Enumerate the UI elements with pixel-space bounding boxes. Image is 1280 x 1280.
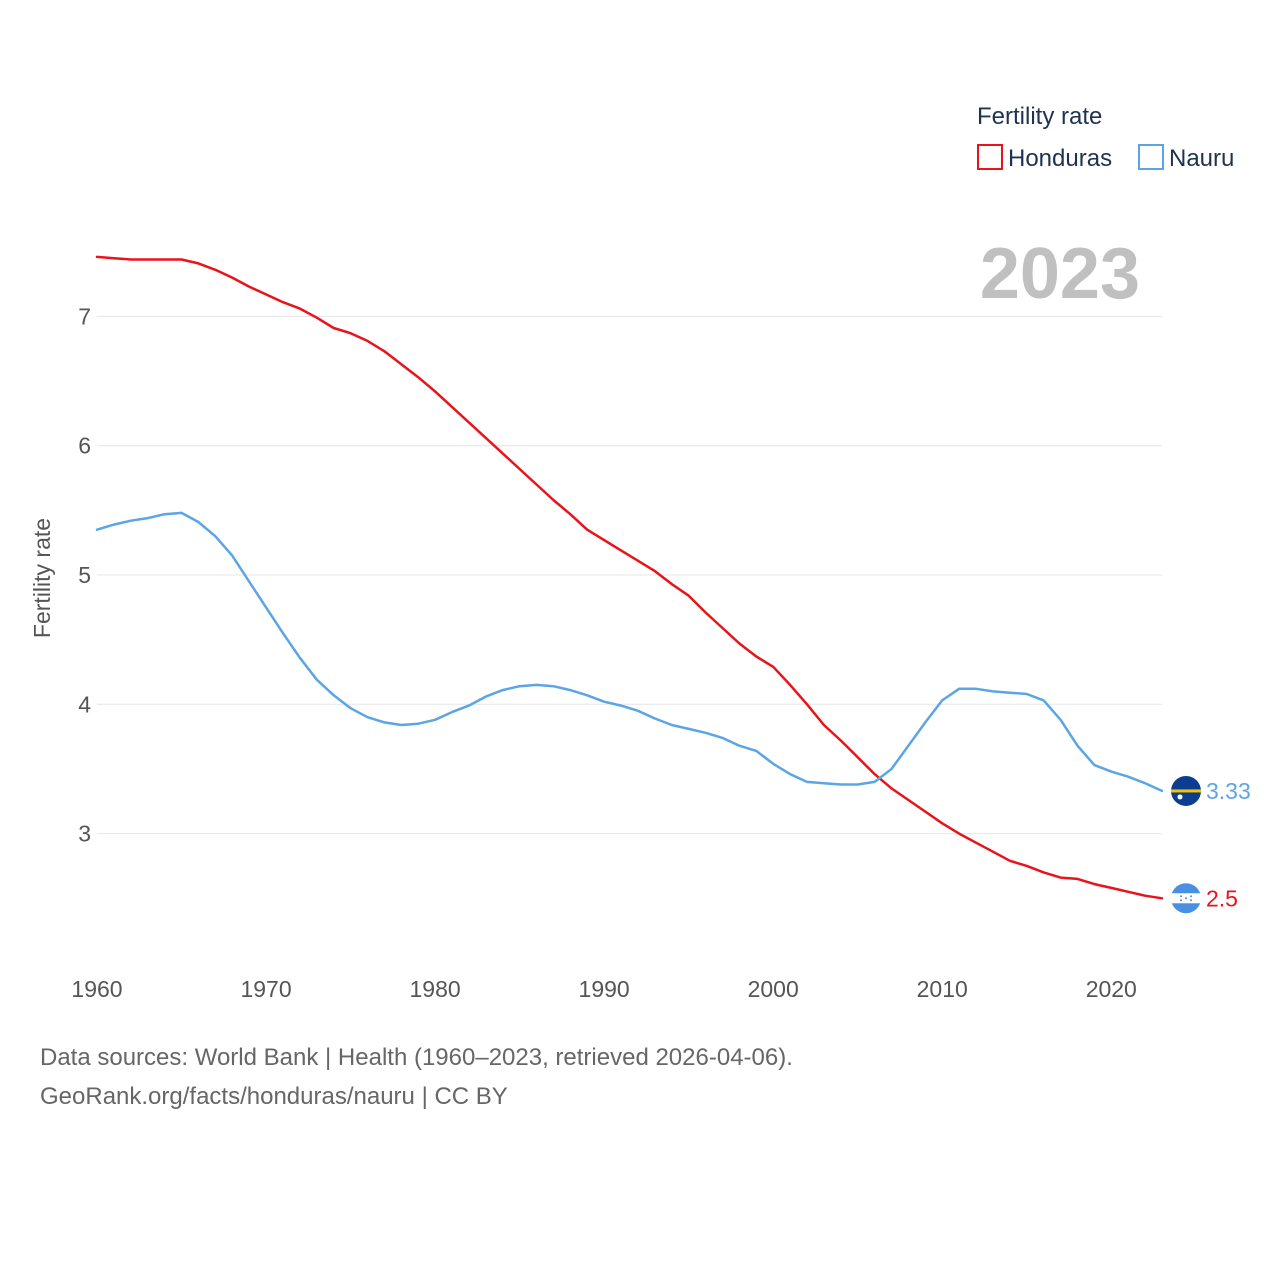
y-axis-ticks: 3 4 5 6 7 <box>78 303 91 846</box>
y-axis-title: Fertility rate <box>29 518 55 638</box>
series-endpoints: 2.5 3.33 <box>1171 775 1251 914</box>
legend-swatch-nauru <box>1138 144 1164 170</box>
footer-attribution[interactable]: GeoRank.org/facts/honduras/nauru | CC BY <box>40 1083 508 1110</box>
legend[interactable]: Fertility rate Honduras Nauru <box>977 103 1234 172</box>
x-tick-label: 1970 <box>240 976 291 1002</box>
year-label: 2023 <box>980 234 1140 314</box>
y-tick-label: 6 <box>78 433 91 459</box>
y-tick-label: 5 <box>78 562 91 588</box>
x-tick-label: 1960 <box>71 976 122 1002</box>
honduras-flag-icon <box>1171 883 1201 914</box>
legend-item-nauru[interactable]: Nauru <box>1138 144 1234 172</box>
legend-label-honduras: Honduras <box>1008 145 1112 172</box>
x-tick-label: 2020 <box>1086 976 1137 1002</box>
legend-item-honduras[interactable]: Honduras <box>977 144 1112 172</box>
y-tick-label: 3 <box>78 821 91 847</box>
series-lines <box>95 255 1164 900</box>
legend-label-nauru: Nauru <box>1169 145 1234 172</box>
y-tick-label: 4 <box>78 691 91 717</box>
footer-source: Data sources: World Bank | Health (1960–… <box>40 1044 793 1071</box>
series-line-honduras <box>95 255 1164 900</box>
gridlines <box>97 315 1162 835</box>
x-axis-ticks: 1960 1970 1980 1990 2000 2010 2020 <box>71 976 1136 1002</box>
end-value-label-nauru: 3.33 <box>1206 778 1251 804</box>
series-line-nauru <box>95 511 1164 793</box>
legend-title: Fertility rate <box>977 103 1102 130</box>
legend-swatch-honduras <box>977 144 1003 170</box>
x-tick-label: 1990 <box>579 976 630 1002</box>
end-value-label-honduras: 2.5 <box>1206 885 1238 911</box>
x-tick-label: 2010 <box>917 976 968 1002</box>
x-tick-label: 1980 <box>410 976 461 1002</box>
x-tick-label: 2000 <box>748 976 799 1002</box>
y-tick-label: 7 <box>78 303 91 329</box>
nauru-flag-icon <box>1171 775 1201 806</box>
